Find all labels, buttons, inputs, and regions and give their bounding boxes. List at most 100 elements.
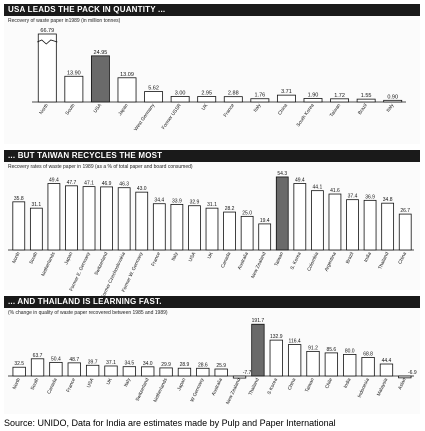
bar-south [29, 207, 43, 251]
tick-label: Netherlands [153, 377, 170, 404]
bar-former-czechoslovakia [117, 187, 131, 251]
data-label: 132.9 [270, 334, 283, 340]
bar-west-germany [144, 91, 164, 103]
tick-label: India [363, 251, 373, 263]
chart-subtitle: Recovery rates of waste paper in 1989 (a… [8, 164, 193, 170]
data-label: 36.9 [365, 194, 375, 200]
data-label: 54.3 [277, 171, 287, 177]
tick-label: Colombia [306, 251, 320, 272]
data-label: 13.09 [120, 72, 134, 78]
bar-south [30, 358, 45, 377]
tick-label: Australia [237, 251, 250, 271]
data-label: 68.8 [363, 351, 373, 357]
bar-netherlands [47, 183, 61, 251]
tick-label: Italy [253, 102, 263, 113]
bar-netherlands [159, 367, 173, 377]
tick-label: UK [207, 251, 216, 260]
tick-label: West Germany [133, 102, 157, 132]
tick-label: Brazil [345, 251, 356, 264]
tick-label: South Korea [295, 102, 315, 128]
bar-indonesia [361, 357, 375, 377]
tick-label: Switzerland [135, 377, 151, 402]
data-label: 37.1 [106, 360, 116, 366]
bar-uk [104, 365, 118, 377]
bar-france [67, 362, 81, 377]
data-label: 13.90 [67, 70, 81, 76]
tick-label: South [64, 102, 76, 116]
bar-france [152, 203, 166, 251]
bar-chart-change: 32.5 North 63.7 South 50.4 Canada 48.7 France 39… [8, 318, 417, 405]
bar-south [64, 75, 84, 103]
bar-s-korea [269, 339, 283, 377]
data-label: 3.00 [175, 90, 186, 96]
bar-china [398, 213, 412, 251]
tick-label: Brazil [357, 103, 369, 116]
data-label: 116.4 [289, 339, 301, 345]
data-label: 5.62 [148, 86, 159, 92]
tick-label: Canada [220, 251, 233, 269]
tick-label: Italy [171, 251, 180, 262]
data-label: 33.9 [172, 198, 182, 204]
bar-new-zealand [258, 223, 272, 251]
tick-label: Thailand [248, 377, 261, 397]
tick-label: Argentina [324, 251, 338, 272]
bar-japan [177, 367, 192, 377]
tick-label: New Zealand [250, 251, 268, 279]
data-label: 1.55 [361, 93, 372, 99]
bar-usa [188, 205, 201, 251]
data-label: 25.9 [216, 363, 226, 369]
bar-usa [90, 55, 110, 103]
bar-france [223, 96, 243, 103]
data-label: 48.7 [69, 357, 79, 363]
tick-label: North [38, 102, 50, 115]
data-label: 191.7 [252, 318, 265, 324]
tick-label: USA [92, 102, 103, 114]
data-label: 32.9 [190, 200, 200, 206]
tick-label: Former USSR [161, 102, 183, 131]
tick-label: Canada [46, 377, 59, 395]
tick-label: Japan [176, 377, 187, 392]
tick-label: Aslan [397, 377, 408, 391]
tick-label: USA [188, 251, 198, 263]
data-label: 34.4 [154, 198, 164, 204]
data-label: 49.4 [295, 178, 305, 184]
tick-label: Italy [385, 102, 395, 113]
data-label: 1.90 [308, 92, 319, 98]
tick-label: Switzerland [94, 251, 110, 276]
bar-malaysia [379, 363, 394, 377]
data-label: 47.1 [84, 181, 94, 187]
data-label: 50.4 [51, 356, 61, 362]
chart-panel-rates: ... BUT TAIWAN RECYCLES THE MOST Recover… [4, 150, 420, 300]
tick-label: North [12, 377, 23, 390]
chart-title: ... AND THAILAND IS LEARNING FAST. [4, 296, 420, 308]
bar-uk [197, 96, 217, 103]
bar-japan [117, 77, 137, 103]
tick-label: Thailand [377, 251, 390, 271]
bar-chart-quantity: 66.79 North 13.90 South 24.95 USA 13.09 Japan 5.… [32, 28, 406, 132]
tick-label: France [65, 377, 77, 393]
data-label: 44.4 [382, 358, 392, 364]
bar-italy [122, 366, 137, 377]
data-label: 1.72 [334, 93, 345, 99]
tick-label: Taiwan [273, 251, 285, 267]
tick-label: France [222, 102, 236, 118]
data-label: 35.8 [14, 196, 24, 202]
bar-north [12, 201, 26, 251]
tick-label: W Germany [189, 377, 206, 403]
data-label: 91.2 [308, 345, 318, 351]
data-label: 26.7 [400, 208, 410, 214]
data-label: 46.3 [119, 182, 129, 188]
data-label: 31.1 [31, 202, 41, 208]
source-note: Source: UNIDO, Data for India are estima… [4, 418, 336, 428]
bar-australia [240, 215, 254, 251]
bar-italy [170, 203, 184, 251]
tick-label: South [30, 377, 41, 391]
tick-label: New Zealand [225, 377, 243, 405]
chart-panel-quantity: USA LEADS THE PACK IN QUANTITY ... Recov… [4, 4, 420, 144]
bar-india [363, 199, 377, 251]
bar-chart-rates: 35.8 North 31.1 South 49.4 Netherlands 47.7 Jap… [8, 171, 414, 300]
bar-canada [49, 361, 63, 377]
data-label: 49.4 [49, 178, 59, 184]
tick-label: South [28, 251, 39, 265]
data-label: 34.0 [143, 361, 153, 367]
